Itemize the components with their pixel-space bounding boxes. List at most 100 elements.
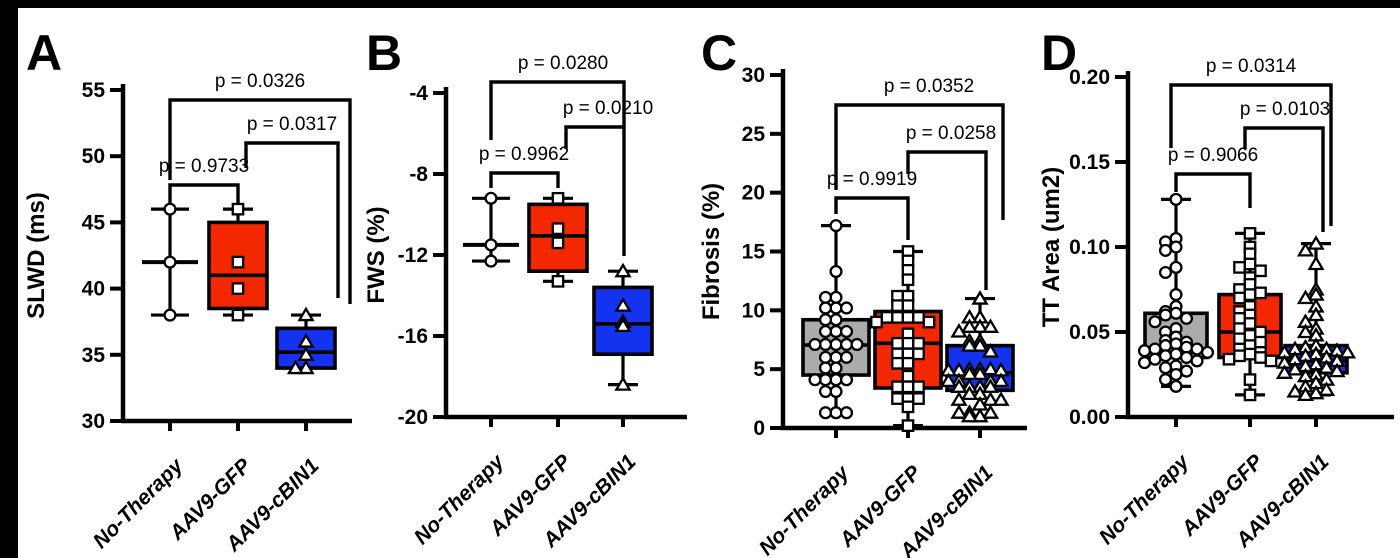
- y-axis-title: TT Area (um2): [1038, 167, 1065, 327]
- data-point-square: [922, 315, 936, 329]
- data-point-square: [880, 311, 894, 324]
- y-tick-label: 5: [753, 358, 765, 381]
- y-tick-label: 15: [742, 241, 766, 264]
- data-point-circle: [839, 337, 854, 352]
- y-tick-label: -8: [409, 163, 428, 186]
- data-point-circle: [829, 301, 843, 315]
- data-point-triangle: [960, 318, 979, 333]
- data-point-circle: [1169, 367, 1183, 382]
- data-point-square: [912, 392, 925, 405]
- data-point-triangle: [971, 290, 989, 305]
- data-point-triangle: [992, 391, 1010, 406]
- y-tick-label: -16: [398, 325, 428, 348]
- significance-bracket: [834, 196, 910, 240]
- significance-bracket: [168, 98, 352, 304]
- data-point-circle: [163, 308, 177, 322]
- x-axis-label: No-Therapy: [1095, 449, 1195, 549]
- y-tick-label: 0.10: [1069, 236, 1110, 259]
- data-point-circle: [839, 373, 854, 387]
- data-point-circle: [850, 337, 864, 352]
- data-point-triangle: [971, 407, 989, 423]
- data-point-square: [1233, 322, 1246, 335]
- x-axis-label: No-Therapy: [89, 453, 189, 553]
- data-point-circle: [1148, 352, 1162, 366]
- data-point-square: [912, 347, 925, 361]
- y-tick-label: -12: [398, 244, 428, 267]
- data-point-square: [1243, 227, 1257, 240]
- data-point-square: [1233, 291, 1246, 305]
- data-point-triangle: [614, 376, 632, 391]
- data-point-circle: [1158, 308, 1173, 322]
- data-point-circle: [839, 406, 854, 420]
- data-point-circle: [829, 337, 843, 352]
- data-point-square: [1233, 349, 1246, 363]
- data-point-circle: [484, 191, 498, 205]
- data-point-square: [891, 356, 904, 370]
- data-point-circle: [818, 350, 833, 364]
- y-tick-label: 30: [742, 64, 765, 87]
- data-point-triangle: [1275, 364, 1294, 379]
- data-point-circle: [1158, 361, 1173, 375]
- data-point-square: [901, 369, 915, 383]
- figure-canvas: A SLWD (ms) 55 50 45 40 35 30 No-Therapy AAV9-GFP…: [18, 8, 1400, 558]
- data-point-triangle: [960, 407, 979, 423]
- p-value-label: p = 0.0210: [563, 98, 653, 119]
- data-point-square: [912, 311, 925, 324]
- data-point-triangle: [960, 337, 979, 352]
- x-axis-label: No-Therapy: [755, 460, 855, 558]
- data-point-triangle: [950, 404, 968, 419]
- y-tick-label: 25: [742, 123, 766, 146]
- data-point-triangle: [297, 306, 315, 322]
- data-point-triangle: [981, 404, 1000, 419]
- data-point-square: [901, 299, 915, 312]
- data-point-circle: [839, 350, 854, 364]
- significance-bracket: [489, 171, 560, 188]
- data-point-circle: [829, 324, 843, 339]
- data-point-triangle: [1317, 381, 1336, 396]
- data-point-square: [1243, 278, 1257, 291]
- data-point-circle: [1169, 240, 1183, 254]
- data-point-circle: [818, 324, 833, 339]
- data-point-triangle: [1307, 255, 1325, 271]
- data-point-square: [231, 282, 245, 295]
- significance-bracket: [834, 103, 1005, 220]
- data-point-circle: [829, 373, 843, 387]
- data-point-circle: [1190, 342, 1204, 356]
- p-value-label: p = 0.9919: [827, 169, 917, 190]
- data-point-triangle: [1296, 289, 1315, 305]
- data-point-circle: [1169, 379, 1183, 393]
- y-tick-label: 50: [82, 145, 105, 168]
- data-point-square: [901, 336, 915, 350]
- data-point-triangle: [971, 337, 989, 352]
- data-point-square: [1243, 257, 1257, 271]
- data-point-square: [1254, 264, 1267, 278]
- y-tick-label: 0.15: [1069, 151, 1110, 174]
- data-point-circle: [1169, 306, 1183, 320]
- data-point-circle: [1179, 364, 1194, 378]
- p-value-label: p = 0.0280: [518, 53, 608, 74]
- data-point-square: [1222, 352, 1236, 366]
- p-value-label: p = 0.0103: [1240, 99, 1330, 120]
- data-point-square: [1233, 332, 1246, 346]
- data-point-square: [1233, 261, 1246, 274]
- data-point-square: [1254, 325, 1267, 339]
- significance-bracket: [168, 183, 240, 204]
- y-tick-label: 0: [753, 417, 765, 440]
- data-point-circle: [839, 301, 854, 315]
- p-value-label: p = 0.0317: [247, 114, 337, 135]
- data-point-circle: [1137, 344, 1152, 358]
- p-value-label: p = 0.0326: [215, 71, 305, 92]
- data-point-square: [1243, 388, 1257, 402]
- data-point-triangle: [1338, 343, 1357, 359]
- data-point-square: [551, 222, 565, 236]
- data-point-square: [551, 191, 565, 205]
- p-value-label: p = 0.0352: [884, 76, 974, 97]
- data-point-circle: [829, 313, 843, 327]
- data-point-circle: [1148, 315, 1162, 329]
- data-point-triangle: [981, 318, 1000, 333]
- data-point-circle: [818, 313, 833, 327]
- data-point-square: [901, 273, 915, 287]
- data-point-square: [891, 336, 904, 350]
